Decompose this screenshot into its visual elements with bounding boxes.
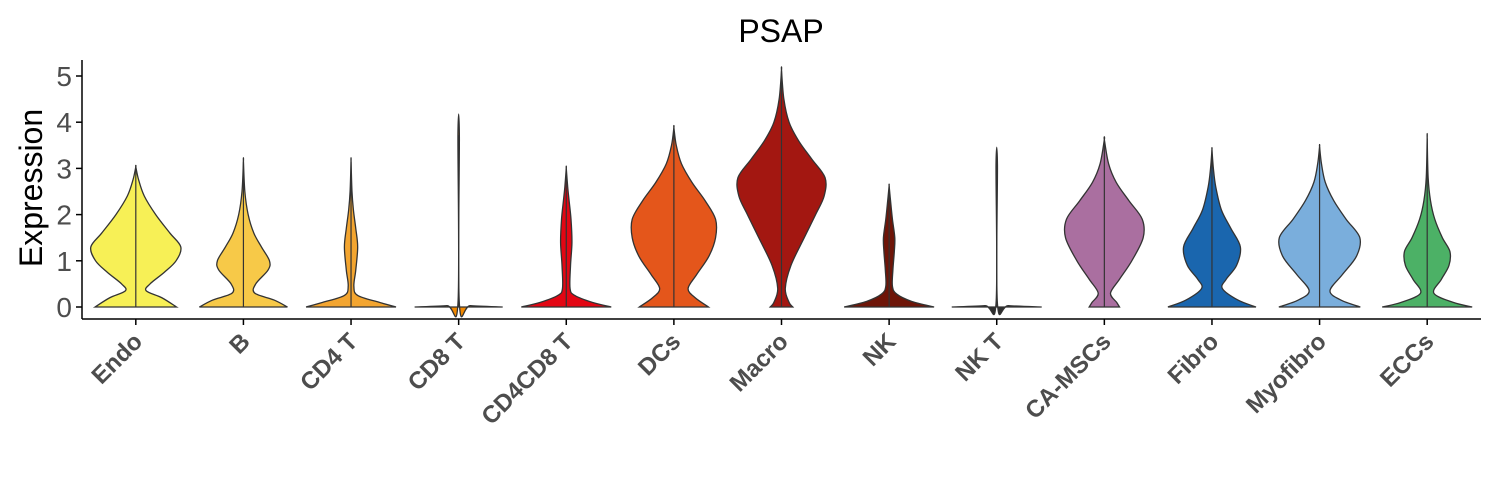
x-tick-label: CD8 T [403,328,471,396]
x-axis-ticks: Endo B CD4 T CD8 T CD4CD8 T DCs Macro NK NK T CA-… [87,319,1439,430]
y-tick-label: 3 [56,153,72,184]
y-tick-label: 4 [56,107,72,138]
y-axis-label: Expression [13,109,49,267]
y-tick-label: 1 [56,246,72,277]
violins-layer [89,66,1473,318]
x-tick-label: DCs [633,328,686,381]
chart-title: PSAP [738,13,823,49]
y-axis-ticks: 0 1 2 3 4 5 [56,61,82,323]
x-tick-label: CD4 T [295,328,363,396]
y-tick-label: 2 [56,200,72,231]
x-tick-label: Macro [725,328,794,397]
y-tick-label: 5 [56,61,72,92]
x-tick-label: Fibro [1163,328,1225,390]
x-tick-label: Endo [87,328,149,390]
x-tick-label: B [224,328,255,359]
x-tick-label: Myofibro [1241,328,1332,419]
x-tick-label: ECCs [1375,328,1439,392]
x-tick-label: NK [858,328,902,372]
y-tick-label: 0 [56,292,72,323]
x-tick-label: CD4CD8 T [476,328,578,430]
x-tick-label: NK T [950,328,1009,387]
x-tick-label: CA-MSCs [1020,328,1116,424]
